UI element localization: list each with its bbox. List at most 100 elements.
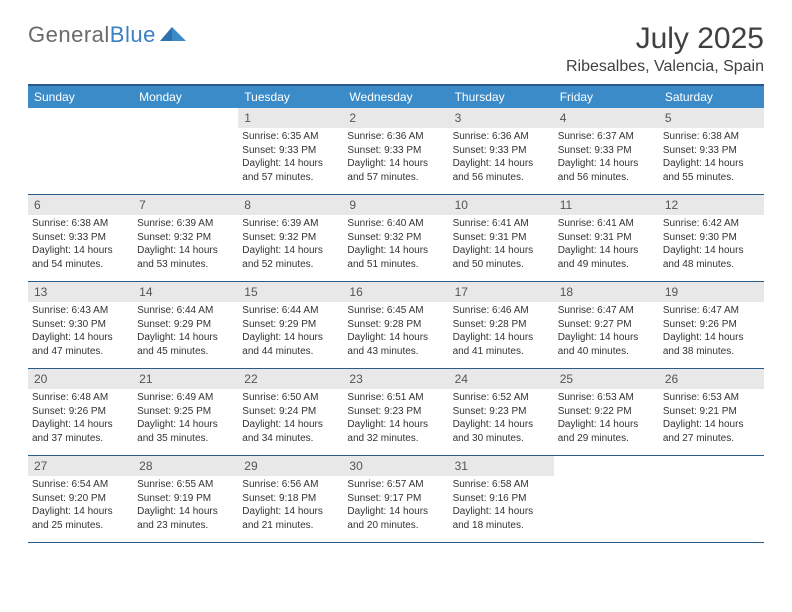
calendar-day: 9Sunrise: 6:40 AMSunset: 9:32 PMDaylight… [343,195,448,281]
daylight-line: Daylight: 14 hours and 50 minutes. [453,244,550,271]
daylight-line: Daylight: 14 hours and 55 minutes. [663,157,760,184]
day-details: Sunrise: 6:36 AMSunset: 9:33 PMDaylight:… [449,128,554,188]
sunset-line: Sunset: 9:31 PM [558,231,655,245]
sunset-line: Sunset: 9:33 PM [663,144,760,158]
sunrise-line: Sunrise: 6:57 AM [347,478,444,492]
day-number: 13 [28,282,133,302]
sunrise-line: Sunrise: 6:42 AM [663,217,760,231]
calendar-day: 11Sunrise: 6:41 AMSunset: 9:31 PMDayligh… [554,195,659,281]
day-number: 11 [554,195,659,215]
calendar-day: . [28,108,133,194]
daylight-line: Daylight: 14 hours and 23 minutes. [137,505,234,532]
day-number: 21 [133,369,238,389]
daylight-line: Daylight: 14 hours and 25 minutes. [32,505,129,532]
location-label: Ribesalbes, Valencia, Spain [566,58,764,76]
calendar-day: 31Sunrise: 6:58 AMSunset: 9:16 PMDayligh… [449,456,554,542]
calendar-day: 29Sunrise: 6:56 AMSunset: 9:18 PMDayligh… [238,456,343,542]
calendar-day: 8Sunrise: 6:39 AMSunset: 9:32 PMDaylight… [238,195,343,281]
sunrise-line: Sunrise: 6:36 AM [453,130,550,144]
day-number: 15 [238,282,343,302]
calendar-week: 20Sunrise: 6:48 AMSunset: 9:26 PMDayligh… [28,369,764,456]
day-details: Sunrise: 6:40 AMSunset: 9:32 PMDaylight:… [343,215,448,275]
sunrise-line: Sunrise: 6:51 AM [347,391,444,405]
day-details: Sunrise: 6:35 AMSunset: 9:33 PMDaylight:… [238,128,343,188]
calendar-day: 18Sunrise: 6:47 AMSunset: 9:27 PMDayligh… [554,282,659,368]
sunset-line: Sunset: 9:25 PM [137,405,234,419]
day-details: Sunrise: 6:47 AMSunset: 9:27 PMDaylight:… [554,302,659,362]
daylight-line: Daylight: 14 hours and 44 minutes. [242,331,339,358]
daylight-line: Daylight: 14 hours and 56 minutes. [453,157,550,184]
day-details: Sunrise: 6:46 AMSunset: 9:28 PMDaylight:… [449,302,554,362]
sunrise-line: Sunrise: 6:50 AM [242,391,339,405]
day-number: 24 [449,369,554,389]
sunrise-line: Sunrise: 6:35 AM [242,130,339,144]
day-number: 26 [659,369,764,389]
brand-mark-icon [160,23,188,41]
calendar: Sunday Monday Tuesday Wednesday Thursday… [28,84,764,543]
day-details: Sunrise: 6:39 AMSunset: 9:32 PMDaylight:… [238,215,343,275]
calendar-day: 20 Sunrise: 6:48 AMSunset: 9:26 PMDayligh… [28,369,133,455]
weekday-header: Thursday [449,86,554,108]
daylight-line: Daylight: 14 hours and 37 minutes. [32,418,129,445]
daylight-line: Daylight: 14 hours and 57 minutes. [242,157,339,184]
sunset-line: Sunset: 9:30 PM [663,231,760,245]
day-details: Sunrise: 6:45 AMSunset: 9:28 PMDaylight:… [343,302,448,362]
sunset-line: Sunset: 9:33 PM [347,144,444,158]
sunset-line: Sunset: 9:23 PM [347,405,444,419]
daylight-line: Daylight: 14 hours and 47 minutes. [32,331,129,358]
day-details: Sunrise: 6:53 AMSunset: 9:21 PMDaylight:… [659,389,764,449]
calendar-day: 2Sunrise: 6:36 AMSunset: 9:33 PMDaylight… [343,108,448,194]
daylight-line: Daylight: 14 hours and 49 minutes. [558,244,655,271]
weekday-header: Saturday [659,86,764,108]
day-details: Sunrise: 6:41 AMSunset: 9:31 PMDaylight:… [449,215,554,275]
sunrise-line: Sunrise: 6:54 AM [32,478,129,492]
day-number: 9 [343,195,448,215]
sunset-line: Sunset: 9:22 PM [558,405,655,419]
header: GeneralBlue July 2025 Ribesalbes, Valenc… [28,22,764,76]
calendar-day: 12Sunrise: 6:42 AMSunset: 9:30 PMDayligh… [659,195,764,281]
daylight-line: Daylight: 14 hours and 21 minutes. [242,505,339,532]
sunrise-line: Sunrise: 6:37 AM [558,130,655,144]
sunrise-line: Sunrise: 6:41 AM [453,217,550,231]
day-details: Sunrise: 6:57 AMSunset: 9:17 PMDaylight:… [343,476,448,536]
day-details: Sunrise: 6:56 AMSunset: 9:18 PMDaylight:… [238,476,343,536]
page-title: July 2025 [566,22,764,56]
sunset-line: Sunset: 9:32 PM [347,231,444,245]
calendar-day: 19Sunrise: 6:47 AMSunset: 9:26 PMDayligh… [659,282,764,368]
sunset-line: Sunset: 9:23 PM [453,405,550,419]
day-number: 4 [554,108,659,128]
day-number: 3 [449,108,554,128]
daylight-line: Daylight: 14 hours and 41 minutes. [453,331,550,358]
sunrise-line: Sunrise: 6:40 AM [347,217,444,231]
sunrise-line: Sunrise: 6:44 AM [137,304,234,318]
day-number: 17 [449,282,554,302]
calendar-day: 27Sunrise: 6:54 AMSunset: 9:20 PMDayligh… [28,456,133,542]
daylight-line: Daylight: 14 hours and 48 minutes. [663,244,760,271]
day-details: Sunrise: 6:58 AMSunset: 9:16 PMDaylight:… [449,476,554,536]
calendar-day: 10Sunrise: 6:41 AMSunset: 9:31 PMDayligh… [449,195,554,281]
sunset-line: Sunset: 9:19 PM [137,492,234,506]
calendar-day: 3Sunrise: 6:36 AMSunset: 9:33 PMDaylight… [449,108,554,194]
calendar-day: . [554,456,659,542]
daylight-line: Daylight: 14 hours and 30 minutes. [453,418,550,445]
day-number: 19 [659,282,764,302]
day-details: Sunrise: 6:39 AMSunset: 9:32 PMDaylight:… [133,215,238,275]
daylight-line: Daylight: 14 hours and 53 minutes. [137,244,234,271]
title-block: July 2025 Ribesalbes, Valencia, Spain [566,22,764,76]
brand-name: GeneralBlue [28,22,156,48]
day-details: Sunrise: 6:50 AMSunset: 9:24 PMDaylight:… [238,389,343,449]
day-details: Sunrise: 6:43 AMSunset: 9:30 PMDaylight:… [28,302,133,362]
daylight-line: Daylight: 14 hours and 43 minutes. [347,331,444,358]
day-number: 20 [28,369,133,389]
daylight-line: Daylight: 14 hours and 38 minutes. [663,331,760,358]
sunset-line: Sunset: 9:27 PM [558,318,655,332]
day-details: Sunrise: 6:54 AMSunset: 9:20 PMDaylight:… [28,476,133,536]
daylight-line: Daylight: 14 hours and 52 minutes. [242,244,339,271]
sunset-line: Sunset: 9:26 PM [32,405,129,419]
sunset-line: Sunset: 9:30 PM [32,318,129,332]
day-number: 22 [238,369,343,389]
calendar-day: 21Sunrise: 6:49 AMSunset: 9:25 PMDayligh… [133,369,238,455]
weekday-header: Friday [554,86,659,108]
sunrise-line: Sunrise: 6:48 AM [32,391,129,405]
sunrise-line: Sunrise: 6:52 AM [453,391,550,405]
